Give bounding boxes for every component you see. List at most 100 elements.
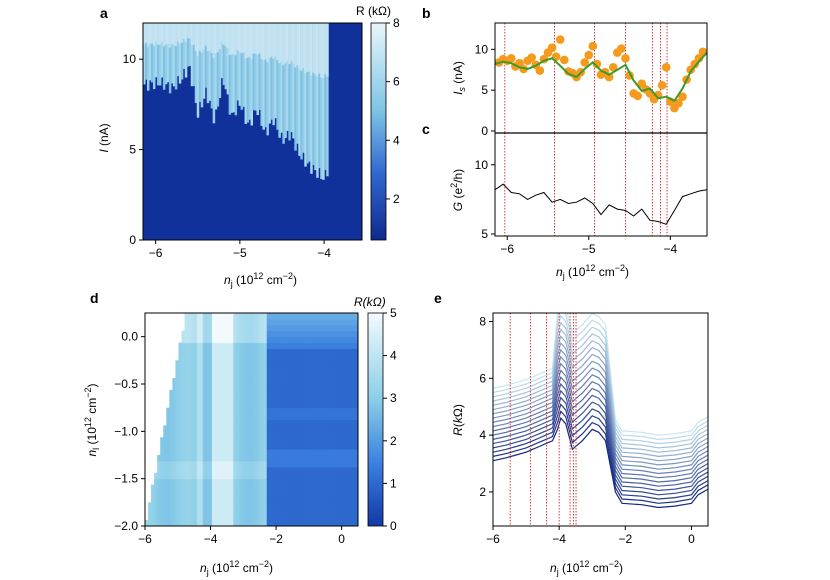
resistance-cell: [345, 401, 350, 409]
resistance-cell: [251, 378, 256, 385]
resistance-cell: [178, 496, 183, 503]
resistance-cell: [294, 431, 298, 438]
resistance-cell: [166, 502, 170, 509]
resistance-cell: [170, 23, 174, 84]
resistance-cell: [212, 23, 216, 124]
resistance-cell: [354, 520, 358, 526]
resistance-cell: [330, 508, 335, 515]
resistance-cell: [202, 318, 207, 326]
resistance-cell: [181, 484, 186, 491]
resistance-cell: [218, 466, 222, 474]
resistance-cell: [272, 324, 277, 332]
resistance-cell: [202, 366, 207, 373]
resistance-cell: [303, 419, 307, 426]
resistance-cell: [218, 342, 222, 349]
resistance-cell: [208, 472, 213, 480]
resistance-cell: [354, 348, 358, 355]
resistance-cell: [297, 366, 301, 373]
resistance-cell: [339, 425, 344, 432]
resistance-cell: [242, 431, 246, 438]
resistance-cell: [258, 23, 261, 54]
resistance-cell: [272, 23, 275, 59]
resistance-cell: [205, 508, 210, 515]
resistance-cell: [281, 384, 286, 391]
resistance-cell: [172, 384, 176, 391]
resistance-cell: [175, 425, 179, 432]
resistance-cell: [321, 472, 326, 480]
resistance-cell: [351, 366, 356, 373]
resistance-cell: [214, 484, 219, 491]
resistance-cell: [199, 395, 204, 403]
resistance-cell: [166, 425, 170, 432]
resistance-cell: [263, 455, 268, 462]
resistance-cell: [312, 318, 316, 326]
resistance-cell: [221, 330, 225, 338]
resistance-cell: [239, 514, 243, 521]
resistance-cell: [306, 330, 310, 338]
resistance-cell: [211, 336, 216, 344]
resistance-cell: [260, 384, 265, 391]
x-tick-label: 0: [688, 532, 695, 546]
resistance-cell: [196, 508, 201, 515]
resistance-cell: [257, 378, 262, 385]
resistance-cell: [336, 389, 341, 397]
resistance-cell: [205, 472, 210, 480]
resistance-cell: [322, 23, 325, 180]
resistance-cell: [199, 502, 204, 509]
panel-c-plot: [495, 133, 707, 236]
resistance-cell: [327, 354, 332, 361]
resistance-cell: [269, 401, 274, 409]
resistance-cell: [291, 324, 295, 332]
resistance-cell: [309, 443, 313, 450]
resistance-cell: [218, 490, 222, 497]
resistance-cell: [278, 449, 283, 456]
fit-line: [495, 51, 707, 103]
resistance-cell: [245, 407, 249, 415]
resistance-cell: [297, 336, 301, 344]
y-tick-label: −0.5: [114, 377, 138, 391]
resistance-cell: [166, 508, 170, 515]
resistance-cell: [263, 460, 268, 468]
resistance-cell: [263, 330, 268, 338]
resistance-cell: [324, 384, 329, 391]
resistance-cell: [181, 496, 186, 503]
resistance-cell: [211, 389, 216, 397]
resistance-cell: [316, 23, 319, 178]
resistance-cell: [193, 313, 198, 320]
resistance-cell: [345, 472, 350, 480]
resistance-cell: [254, 395, 259, 403]
resistance-cell: [327, 330, 332, 338]
resistance-cell: [193, 372, 198, 379]
resistance-cell: [314, 23, 317, 75]
resistance-cell: [242, 449, 246, 456]
resistance-cell: [163, 466, 167, 474]
resistance-cell: [354, 342, 358, 349]
resistance-cell: [342, 348, 347, 355]
resistance-cell: [321, 508, 326, 515]
resistance-cell: [281, 437, 286, 444]
resistance-cell: [339, 342, 344, 349]
resistance-cell: [254, 336, 259, 344]
resistance-cell: [297, 413, 301, 420]
resistance-cell: [278, 484, 283, 491]
resistance-cell: [348, 520, 353, 526]
resistance-cell: [348, 395, 353, 403]
resistance-cell: [269, 455, 274, 462]
resistance-cell: [184, 431, 189, 438]
resistance-cell: [190, 478, 195, 486]
resistance-cell: [154, 23, 158, 78]
resistance-cell: [275, 413, 280, 420]
resistance-cell: [314, 23, 317, 171]
panel-c-ylabel: G (e2/h): [449, 169, 465, 211]
resistance-cell: [303, 372, 307, 379]
resistance-cell: [169, 508, 173, 515]
resistance-cell: [318, 389, 322, 397]
resistance-cell: [321, 366, 326, 373]
resistance-cell: [251, 484, 256, 491]
resistance-cell: [312, 460, 316, 468]
resistance-cell: [336, 514, 341, 521]
resistance-cell: [263, 384, 268, 391]
resistance-cell: [321, 395, 326, 403]
resistance-cell: [291, 372, 295, 379]
